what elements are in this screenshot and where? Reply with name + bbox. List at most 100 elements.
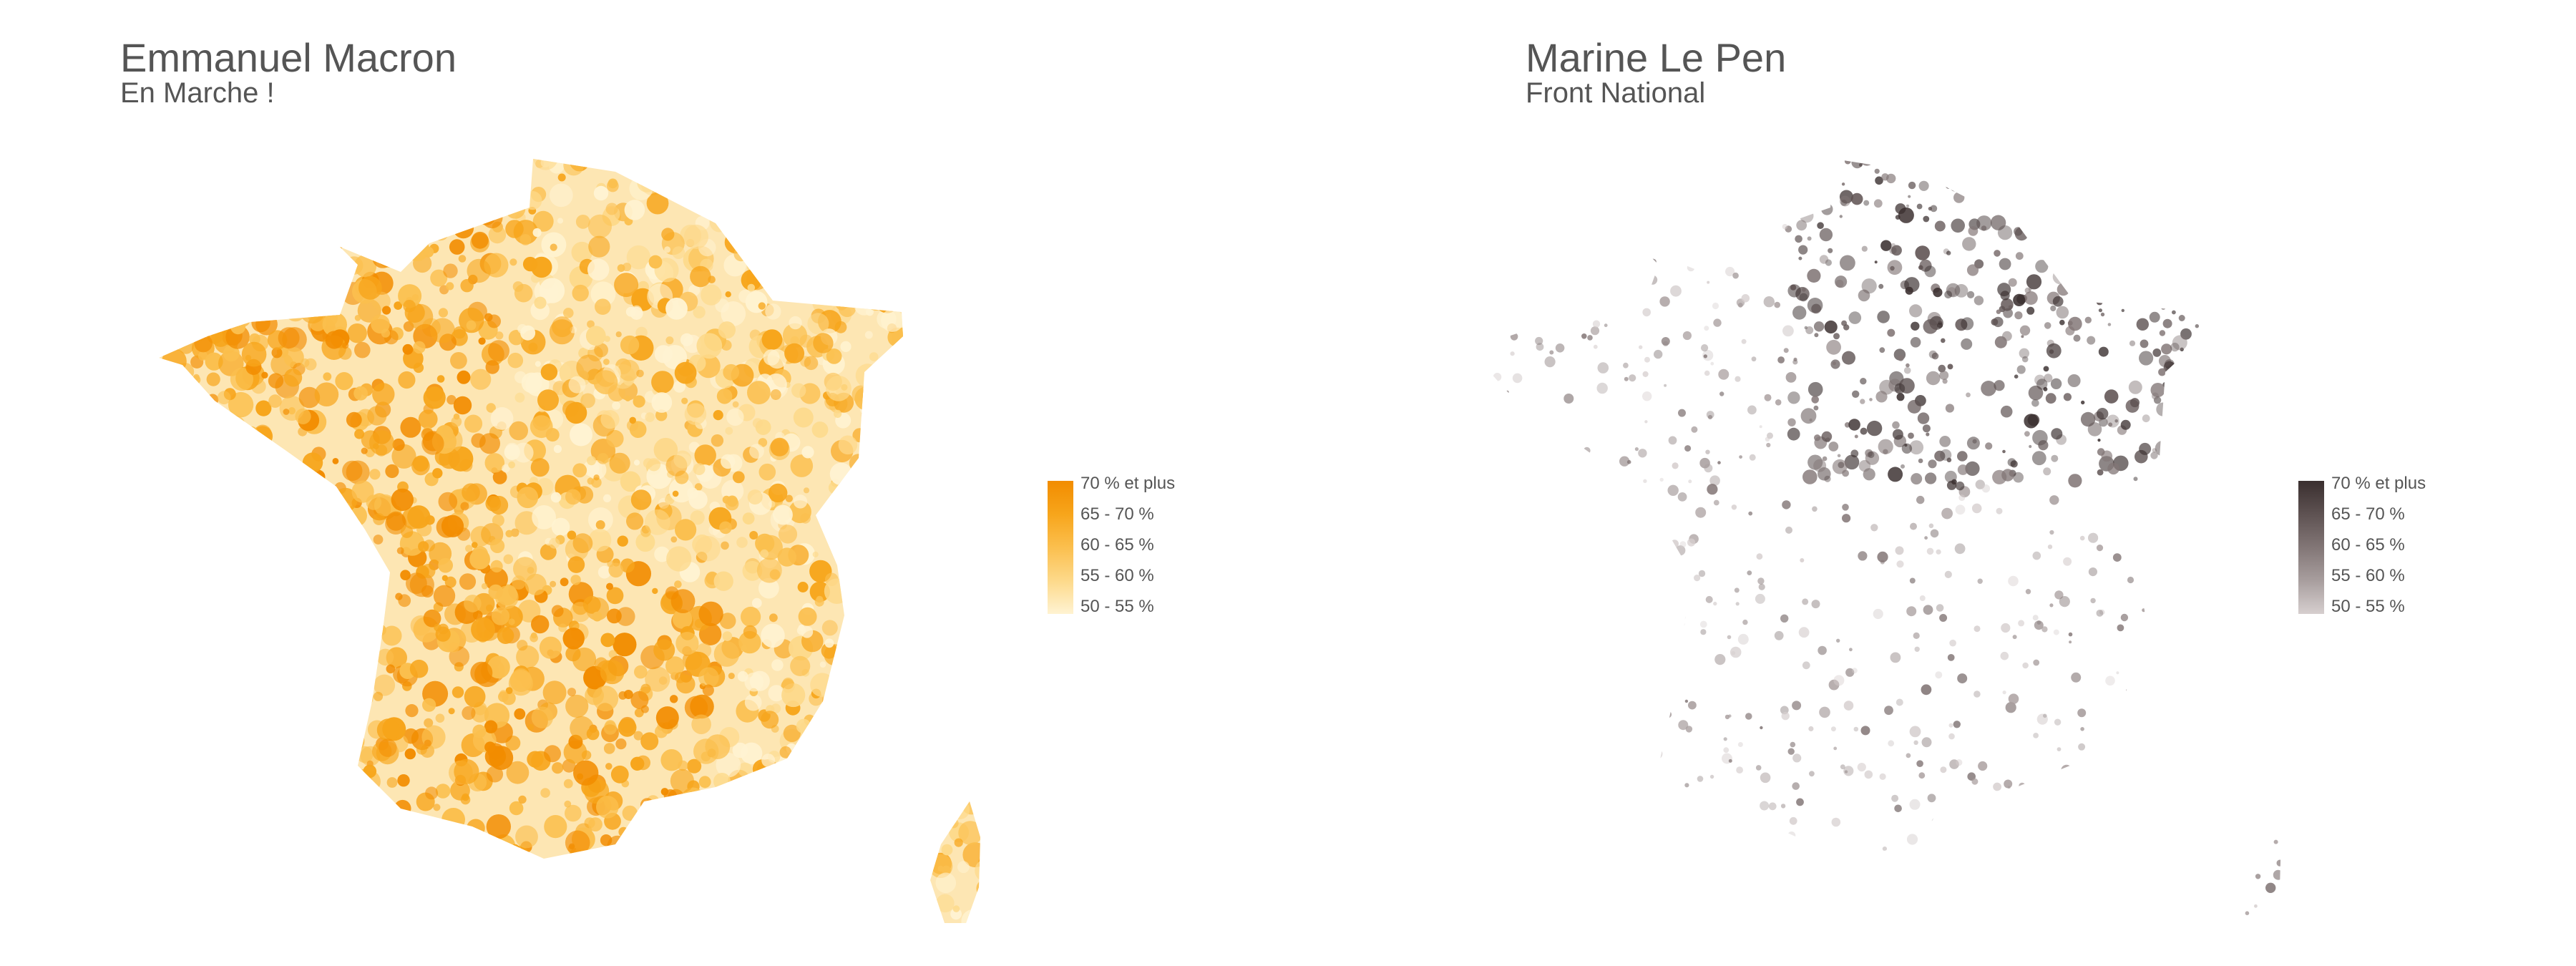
commune-area bbox=[472, 724, 487, 738]
commune-area bbox=[539, 907, 565, 923]
commune-area bbox=[854, 584, 866, 595]
commune-area bbox=[1918, 772, 1926, 779]
commune-area bbox=[2303, 180, 2308, 186]
commune-area bbox=[1579, 653, 1587, 661]
commune-area bbox=[942, 218, 963, 240]
commune-area bbox=[2306, 924, 2309, 928]
commune-area bbox=[713, 838, 726, 852]
commune-area bbox=[695, 535, 721, 562]
commune-area bbox=[2183, 565, 2195, 577]
commune-area bbox=[1974, 296, 1984, 306]
commune-area bbox=[168, 227, 178, 238]
commune-area bbox=[1576, 771, 1586, 781]
commune-area bbox=[213, 276, 220, 283]
commune-area bbox=[978, 854, 980, 872]
commune-area bbox=[1541, 639, 1550, 648]
commune-area bbox=[1577, 189, 1585, 197]
commune-area bbox=[353, 517, 359, 524]
commune-area bbox=[356, 860, 377, 882]
commune-area bbox=[1785, 876, 1795, 887]
commune-area bbox=[1670, 540, 1679, 548]
commune-area bbox=[1828, 248, 1833, 253]
commune-area bbox=[243, 676, 263, 696]
commune-area bbox=[970, 431, 980, 448]
commune-area bbox=[2069, 640, 2072, 644]
commune-area bbox=[798, 607, 817, 626]
commune-area bbox=[742, 512, 755, 525]
commune-area bbox=[2203, 255, 2215, 267]
commune-area bbox=[1890, 265, 1895, 271]
commune-area bbox=[2052, 269, 2068, 285]
commune-area bbox=[612, 401, 620, 410]
commune-area bbox=[163, 727, 181, 745]
commune-area bbox=[1927, 794, 1936, 803]
commune-area bbox=[532, 210, 554, 232]
commune-area bbox=[2108, 794, 2113, 799]
commune-area bbox=[836, 731, 862, 756]
commune-area bbox=[244, 426, 258, 441]
commune-area bbox=[506, 175, 527, 196]
commune-area bbox=[954, 550, 972, 567]
commune-area bbox=[2167, 417, 2175, 424]
commune-area bbox=[857, 160, 882, 185]
commune-area bbox=[984, 875, 999, 890]
commune-area bbox=[603, 743, 615, 754]
commune-area bbox=[965, 140, 980, 154]
commune-area bbox=[725, 426, 733, 435]
commune-area bbox=[887, 529, 904, 547]
commune-area bbox=[304, 901, 323, 920]
commune-area bbox=[1631, 605, 1640, 615]
commune-area bbox=[171, 901, 183, 913]
commune-area bbox=[194, 198, 211, 215]
commune-area bbox=[902, 774, 928, 800]
commune-area bbox=[201, 868, 213, 880]
commune-area bbox=[708, 822, 733, 847]
commune-area bbox=[215, 816, 225, 826]
commune-area bbox=[459, 887, 476, 904]
commune-area bbox=[427, 197, 434, 205]
commune-area bbox=[2176, 176, 2188, 188]
commune-area bbox=[273, 660, 281, 668]
commune-area bbox=[327, 888, 336, 897]
commune-area bbox=[208, 685, 219, 696]
commune-area bbox=[527, 751, 544, 768]
commune-area bbox=[975, 494, 980, 509]
commune-area bbox=[615, 852, 630, 868]
commune-area bbox=[1713, 318, 1722, 327]
commune-area bbox=[597, 881, 612, 896]
commune-area bbox=[179, 267, 187, 275]
commune-area bbox=[396, 862, 405, 872]
commune-area bbox=[613, 633, 637, 657]
commune-area bbox=[925, 159, 950, 183]
commune-area bbox=[646, 192, 669, 215]
commune-area bbox=[316, 756, 323, 764]
commune-area bbox=[809, 175, 826, 194]
commune-area bbox=[874, 709, 882, 717]
commune-area bbox=[226, 166, 249, 189]
commune-area bbox=[1873, 199, 1883, 208]
commune-area bbox=[936, 215, 947, 226]
commune-area bbox=[615, 738, 627, 750]
commune-area bbox=[199, 892, 213, 907]
commune-area bbox=[464, 166, 479, 181]
commune-area bbox=[177, 270, 189, 282]
commune-area bbox=[1704, 242, 1708, 246]
commune-area bbox=[934, 598, 944, 608]
commune-area bbox=[404, 841, 421, 859]
commune-area bbox=[2303, 172, 2311, 180]
commune-area bbox=[843, 276, 864, 298]
commune-area bbox=[181, 786, 193, 798]
commune-area bbox=[486, 403, 496, 413]
commune-area bbox=[286, 501, 302, 517]
commune-area bbox=[1603, 785, 1610, 792]
commune-area bbox=[690, 510, 705, 525]
commune-area bbox=[1441, 584, 1452, 595]
commune-area bbox=[2321, 387, 2324, 390]
commune-area bbox=[644, 912, 665, 923]
commune-area bbox=[2092, 271, 2107, 286]
commune-area bbox=[2119, 190, 2125, 195]
commune-area bbox=[2128, 292, 2135, 300]
commune-area bbox=[291, 228, 305, 242]
commune-area bbox=[1624, 376, 1629, 381]
commune-area bbox=[311, 491, 323, 504]
